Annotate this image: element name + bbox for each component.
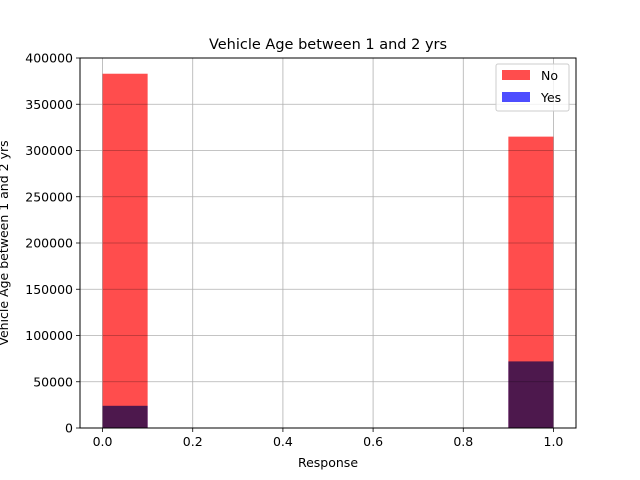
x-tick-label: 0.2 xyxy=(183,434,203,449)
legend-swatch-yes xyxy=(502,92,530,102)
y-axis-ticks: 0 50000 100000 150000 200000 250000 300000 3500… xyxy=(25,51,80,436)
legend-label-no: No xyxy=(541,68,558,83)
x-axis-ticks: 0.0 0.2 0.4 0.6 0.8 1.0 xyxy=(93,428,564,449)
y-tick-label: 350000 xyxy=(25,97,73,112)
x-tick-label: 0.0 xyxy=(93,434,113,449)
x-axis-label: Response xyxy=(298,455,358,470)
y-tick-label: 250000 xyxy=(25,189,73,204)
bar-yes-0 xyxy=(102,405,148,428)
y-tick-label: 200000 xyxy=(25,236,73,251)
y-tick-label: 0 xyxy=(65,421,73,436)
legend-label-yes: Yes xyxy=(540,90,561,105)
y-tick-label: 300000 xyxy=(25,143,73,158)
chart-title: Vehicle Age between 1 and 2 yrs xyxy=(209,37,447,53)
x-tick-label: 0.4 xyxy=(273,434,293,449)
y-axis-label: Vehicle Age between 1 and 2 yrs xyxy=(0,140,11,345)
bar-yes-1 xyxy=(508,361,554,428)
legend-swatch-no xyxy=(502,70,530,80)
y-tick-label: 50000 xyxy=(33,374,73,389)
x-tick-label: 0.8 xyxy=(453,434,473,449)
legend: No Yes xyxy=(495,63,570,112)
y-tick-label: 400000 xyxy=(25,51,73,66)
y-tick-label: 150000 xyxy=(25,282,73,297)
x-tick-label: 0.6 xyxy=(363,434,383,449)
y-tick-label: 100000 xyxy=(25,328,73,343)
bars-layer xyxy=(102,73,554,428)
x-tick-label: 1.0 xyxy=(544,434,564,449)
bar-no-0 xyxy=(102,73,148,428)
